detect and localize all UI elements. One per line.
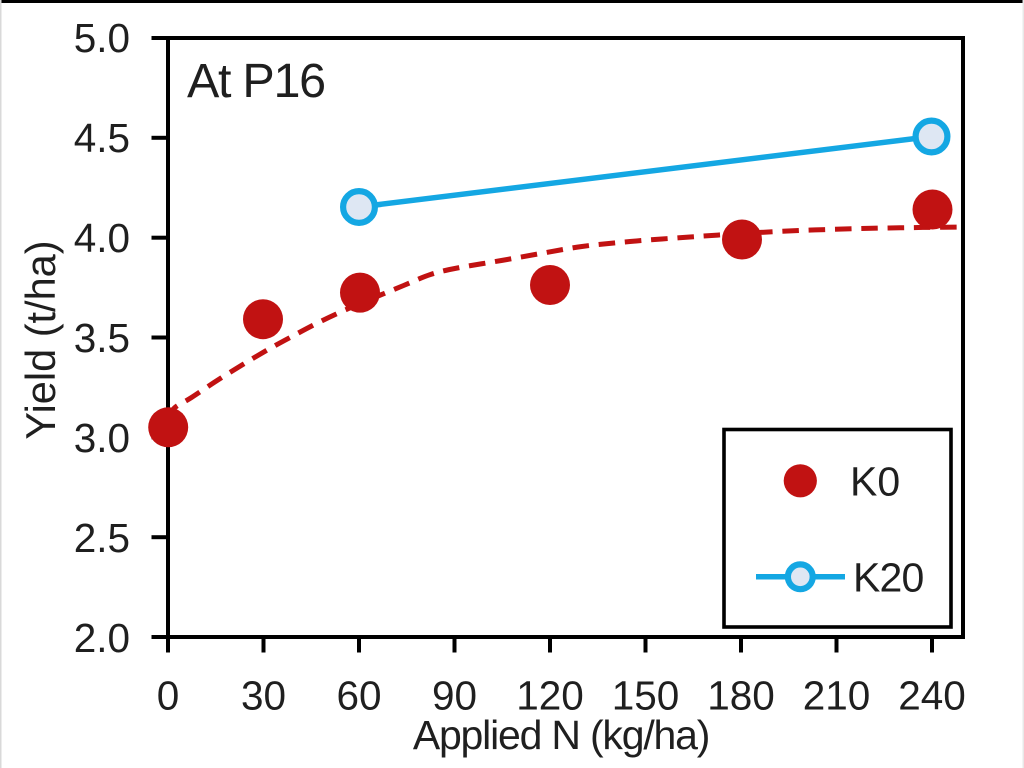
svg-text:60: 60 (336, 673, 381, 719)
svg-text:4.0: 4.0 (74, 215, 130, 261)
svg-text:90: 90 (432, 673, 477, 719)
svg-text:240: 240 (898, 673, 966, 719)
svg-text:5.0: 5.0 (74, 15, 130, 61)
svg-text:150: 150 (612, 673, 680, 719)
svg-text:120: 120 (516, 673, 584, 719)
svg-text:2.0: 2.0 (74, 615, 130, 661)
svg-text:180: 180 (707, 673, 775, 719)
svg-text:3.0: 3.0 (74, 415, 130, 461)
svg-text:Yield (t/ha): Yield (t/ha) (17, 240, 64, 439)
svg-text:K0: K0 (850, 459, 900, 505)
svg-text:0: 0 (157, 673, 180, 719)
svg-text:30: 30 (241, 673, 286, 719)
svg-text:4.5: 4.5 (74, 115, 130, 161)
svg-text:2.5: 2.5 (74, 515, 130, 561)
svg-text:At P16: At P16 (187, 54, 325, 108)
svg-text:Applied N (kg/ha): Applied N (kg/ha) (413, 712, 709, 758)
svg-text:210: 210 (803, 673, 871, 719)
svg-text:3.5: 3.5 (74, 315, 130, 361)
svg-text:K20: K20 (853, 555, 924, 601)
